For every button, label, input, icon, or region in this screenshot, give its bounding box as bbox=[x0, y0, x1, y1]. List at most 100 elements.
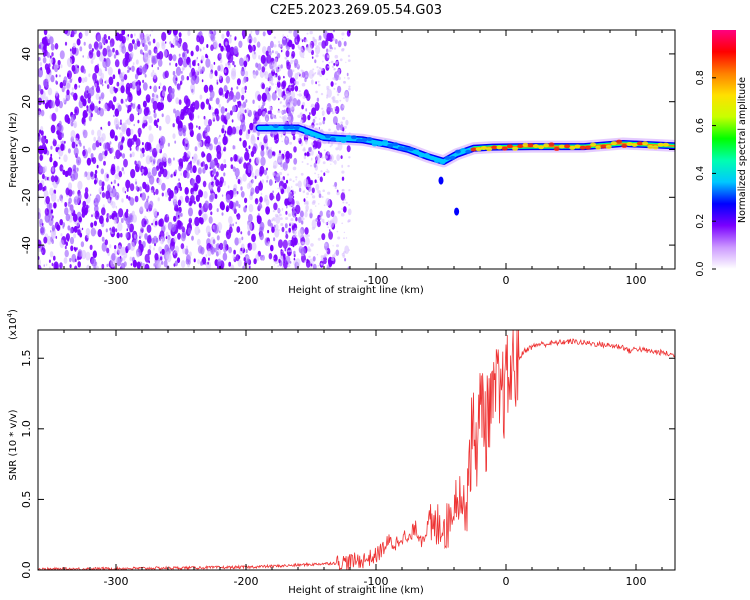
noise-speckle bbox=[164, 191, 169, 198]
noise-speckle bbox=[297, 94, 299, 96]
noise-speckle bbox=[162, 90, 166, 97]
noise-speckle bbox=[76, 167, 79, 172]
noise-speckle bbox=[258, 105, 261, 109]
noise-speckle bbox=[117, 183, 120, 187]
noise-speckle bbox=[142, 82, 148, 91]
noise-speckle bbox=[101, 207, 106, 216]
spectrogram-y-tick-label: 20 bbox=[20, 95, 33, 109]
ridge-blob bbox=[616, 139, 623, 144]
noise-speckle bbox=[307, 184, 311, 188]
noise-speckle bbox=[235, 175, 238, 180]
noise-speckle bbox=[55, 74, 58, 78]
noise-speckle bbox=[101, 83, 104, 87]
noise-speckle bbox=[302, 148, 306, 152]
noise-speckle bbox=[121, 153, 126, 159]
noise-speckle bbox=[310, 157, 313, 161]
noise-speckle bbox=[266, 175, 269, 180]
noise-speckle bbox=[66, 57, 73, 68]
noise-speckle bbox=[89, 244, 93, 250]
noise-speckle bbox=[86, 90, 89, 94]
noise-speckle bbox=[300, 172, 304, 176]
noise-speckle bbox=[313, 72, 316, 75]
noise-speckle bbox=[130, 263, 133, 266]
noise-speckle bbox=[221, 33, 225, 40]
noise-speckle bbox=[260, 144, 265, 151]
noise-speckle bbox=[168, 87, 173, 94]
ridge-blob bbox=[543, 143, 550, 148]
noise-speckle bbox=[48, 72, 52, 78]
colorbar-ticks: 0.00.20.40.60.8 bbox=[695, 70, 716, 277]
noise-speckle bbox=[210, 32, 216, 42]
noise-speckle bbox=[254, 175, 257, 180]
ridge-blob bbox=[605, 145, 612, 149]
noise-speckle bbox=[186, 107, 192, 116]
noise-speckle bbox=[248, 45, 253, 53]
noise-speckle bbox=[238, 155, 241, 160]
noise-speckle bbox=[198, 209, 202, 217]
noise-speckle bbox=[242, 265, 245, 269]
noise-speckle bbox=[267, 94, 272, 102]
noise-speckle bbox=[271, 82, 274, 86]
noise-speckle bbox=[74, 199, 77, 203]
noise-speckle bbox=[181, 226, 185, 233]
noise-speckle bbox=[130, 33, 133, 39]
noise-speckle bbox=[197, 167, 202, 175]
noise-speckle bbox=[317, 157, 320, 160]
noise-speckle bbox=[51, 262, 54, 267]
ridge-blob bbox=[522, 142, 529, 147]
noise-speckle bbox=[336, 191, 340, 196]
noise-speckle bbox=[320, 92, 324, 96]
noise-speckle bbox=[148, 133, 154, 143]
noise-speckle bbox=[248, 213, 253, 223]
noise-speckle bbox=[57, 198, 60, 203]
spectrogram-y-tick-label: -40 bbox=[20, 236, 33, 254]
noise-speckle bbox=[180, 70, 183, 74]
noise-speckle bbox=[141, 173, 143, 176]
noise-speckle bbox=[98, 100, 101, 104]
noise-speckle bbox=[127, 69, 130, 73]
ridge-blob bbox=[647, 145, 654, 149]
noise-speckle bbox=[279, 149, 282, 152]
noise-speckle bbox=[203, 213, 208, 221]
noise-speckle bbox=[129, 183, 135, 192]
noise-speckle bbox=[317, 176, 320, 179]
noise-speckle bbox=[189, 251, 192, 257]
noise-speckle bbox=[250, 134, 255, 141]
noise-speckle bbox=[301, 254, 304, 257]
noise-speckle bbox=[315, 47, 318, 50]
noise-speckle bbox=[208, 119, 212, 127]
noise-speckle bbox=[175, 66, 182, 77]
ridge-blob bbox=[397, 146, 404, 151]
noise-speckle bbox=[152, 72, 157, 80]
noise-speckle bbox=[50, 153, 53, 157]
noise-speckle bbox=[39, 218, 43, 226]
noise-speckle bbox=[208, 257, 210, 261]
noise-speckle bbox=[323, 149, 326, 152]
noise-speckle bbox=[263, 169, 268, 176]
noise-speckle bbox=[64, 249, 69, 258]
noise-speckle bbox=[105, 79, 108, 85]
noise-speckle bbox=[276, 138, 278, 140]
noise-speckle bbox=[82, 98, 87, 107]
noise-speckle bbox=[254, 51, 256, 55]
noise-speckle bbox=[232, 61, 235, 66]
noise-speckle bbox=[161, 42, 166, 50]
noise-speckle bbox=[94, 64, 100, 74]
ridge-blob bbox=[444, 155, 451, 160]
noise-speckle bbox=[245, 249, 248, 254]
ridge-blob bbox=[496, 145, 503, 150]
noise-speckle bbox=[300, 115, 304, 118]
colorbar-tick-label: 0.2 bbox=[695, 214, 706, 229]
ridge-blob bbox=[423, 153, 430, 157]
noise-speckle bbox=[84, 30, 89, 37]
noise-speckle bbox=[287, 240, 291, 244]
noise-speckle bbox=[264, 67, 267, 70]
noise-speckle bbox=[297, 263, 299, 265]
noise-speckle bbox=[310, 105, 313, 108]
noise-speckle bbox=[85, 85, 90, 95]
noise-speckle bbox=[88, 73, 91, 78]
noise-speckle bbox=[184, 187, 189, 195]
noise-speckle bbox=[188, 122, 194, 131]
noise-speckle bbox=[238, 255, 241, 259]
noise-speckle bbox=[332, 37, 336, 42]
